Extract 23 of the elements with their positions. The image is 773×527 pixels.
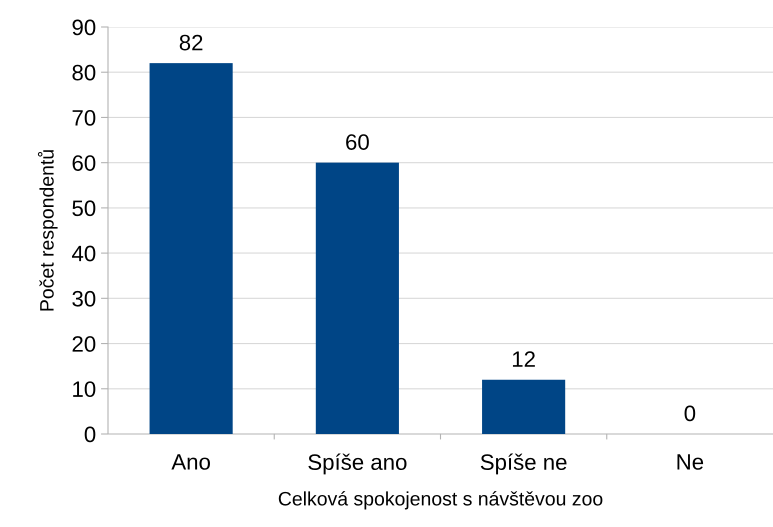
x-tick-label: Ne: [677, 454, 704, 470]
y-tick-label: 80: [72, 64, 96, 80]
y-tick-label: 90: [72, 20, 96, 36]
y-tick-label: 60: [72, 155, 96, 171]
bar: [482, 380, 566, 434]
y-tick-label: 40: [72, 246, 96, 262]
x-tick-label: Spíše ano: [308, 453, 406, 474]
bar: [316, 162, 399, 434]
y-tick-label: 0: [84, 426, 96, 442]
x-axis-title: Celková spokojenost s návštěvou zoo: [278, 491, 602, 510]
y-tick-label: 20: [72, 336, 96, 352]
data-label: 60: [346, 134, 369, 150]
data-label: 0: [684, 406, 696, 422]
data-label: 82: [180, 34, 202, 50]
y-tick-label: 70: [72, 110, 96, 126]
data-label: 12: [512, 351, 535, 367]
y-tick-label: 50: [72, 200, 96, 216]
y-tick-label: 30: [72, 290, 96, 307]
y-tick-label: 10: [73, 381, 96, 398]
x-tick-label: Ano: [171, 454, 210, 470]
y-axis-title: Počet respondentů: [38, 150, 58, 311]
bar: [150, 63, 233, 434]
x-tick-label: Spíše ne: [480, 453, 566, 474]
